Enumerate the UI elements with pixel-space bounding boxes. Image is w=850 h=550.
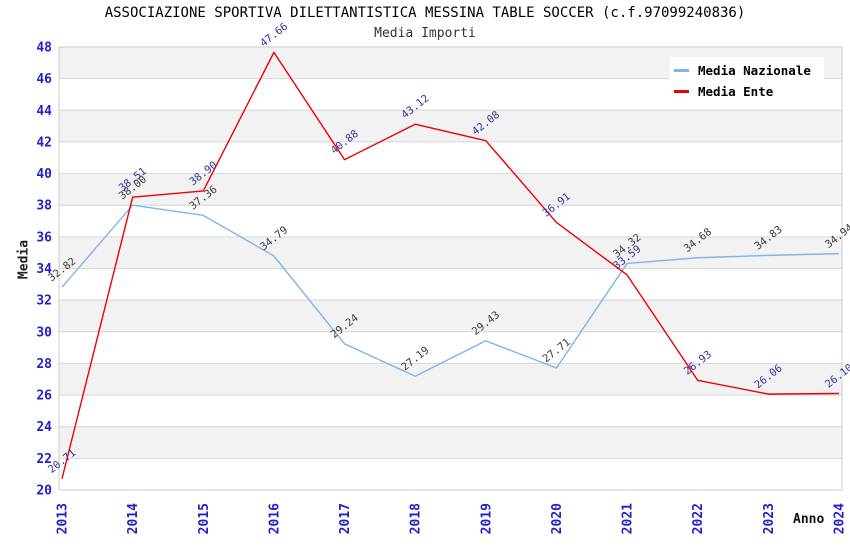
legend-label-ente: Media Ente bbox=[698, 84, 774, 99]
x-tick-label: 2021 bbox=[621, 503, 636, 534]
y-tick-label: 42 bbox=[36, 135, 52, 150]
legend-swatch-nazionale-icon bbox=[674, 69, 689, 72]
x-tick-label: 2018 bbox=[409, 503, 424, 534]
legend-item-media-ente[interactable]: Media Ente bbox=[674, 81, 820, 102]
x-tick-label: 2016 bbox=[267, 503, 282, 534]
y-tick-label: 26 bbox=[36, 389, 52, 404]
y-tick-label: 28 bbox=[36, 357, 52, 372]
x-tick-label: 2017 bbox=[338, 503, 353, 534]
y-tick-label: 46 bbox=[36, 72, 52, 87]
plot-band bbox=[59, 173, 842, 206]
x-tick-label: 2013 bbox=[56, 503, 71, 534]
legend: Media Nazionale Media Ente bbox=[670, 57, 824, 105]
x-tick-label: 2015 bbox=[197, 503, 212, 534]
x-tick-label: 2020 bbox=[550, 503, 565, 534]
plot-band bbox=[59, 236, 842, 269]
y-tick-label: 38 bbox=[36, 199, 52, 214]
legend-swatch-ente-icon bbox=[674, 90, 689, 93]
x-tick-label: 2019 bbox=[479, 503, 494, 534]
series-line-media-nazionale bbox=[61, 204, 840, 377]
legend-label-nazionale: Media Nazionale bbox=[698, 63, 811, 78]
y-tick-label: 20 bbox=[36, 484, 52, 499]
plot-border bbox=[58, 46, 843, 491]
y-tick-label: 40 bbox=[36, 167, 52, 182]
x-tick-label: 2023 bbox=[762, 503, 777, 534]
x-tick-label: 2022 bbox=[691, 503, 706, 534]
chart-title: ASSOCIAZIONE SPORTIVA DILETTANTISTICA ME… bbox=[104, 5, 746, 21]
y-axis-title: Media bbox=[16, 239, 32, 280]
plot-band bbox=[59, 363, 842, 396]
y-tick-label: 30 bbox=[36, 325, 52, 340]
y-tick-label: 32 bbox=[36, 294, 52, 309]
plot-band bbox=[59, 300, 842, 332]
y-tick-label: 44 bbox=[36, 104, 52, 119]
plot-band bbox=[59, 426, 842, 459]
x-tick-label: 2024 bbox=[833, 503, 848, 534]
y-tick-label: 48 bbox=[36, 41, 52, 56]
x-tick-label: 2014 bbox=[126, 503, 141, 534]
plot-band bbox=[59, 110, 842, 142]
legend-item-media-nazionale[interactable]: Media Nazionale bbox=[674, 60, 820, 81]
series-line-media-ente bbox=[61, 51, 840, 479]
y-tick-label: 22 bbox=[36, 452, 52, 467]
y-tick-label: 36 bbox=[36, 230, 52, 245]
y-tick-label: 24 bbox=[36, 420, 52, 435]
x-axis-title: Anno bbox=[793, 512, 825, 527]
chart-subtitle: Media Importi bbox=[374, 26, 476, 41]
y-tick-label: 34 bbox=[36, 262, 52, 277]
